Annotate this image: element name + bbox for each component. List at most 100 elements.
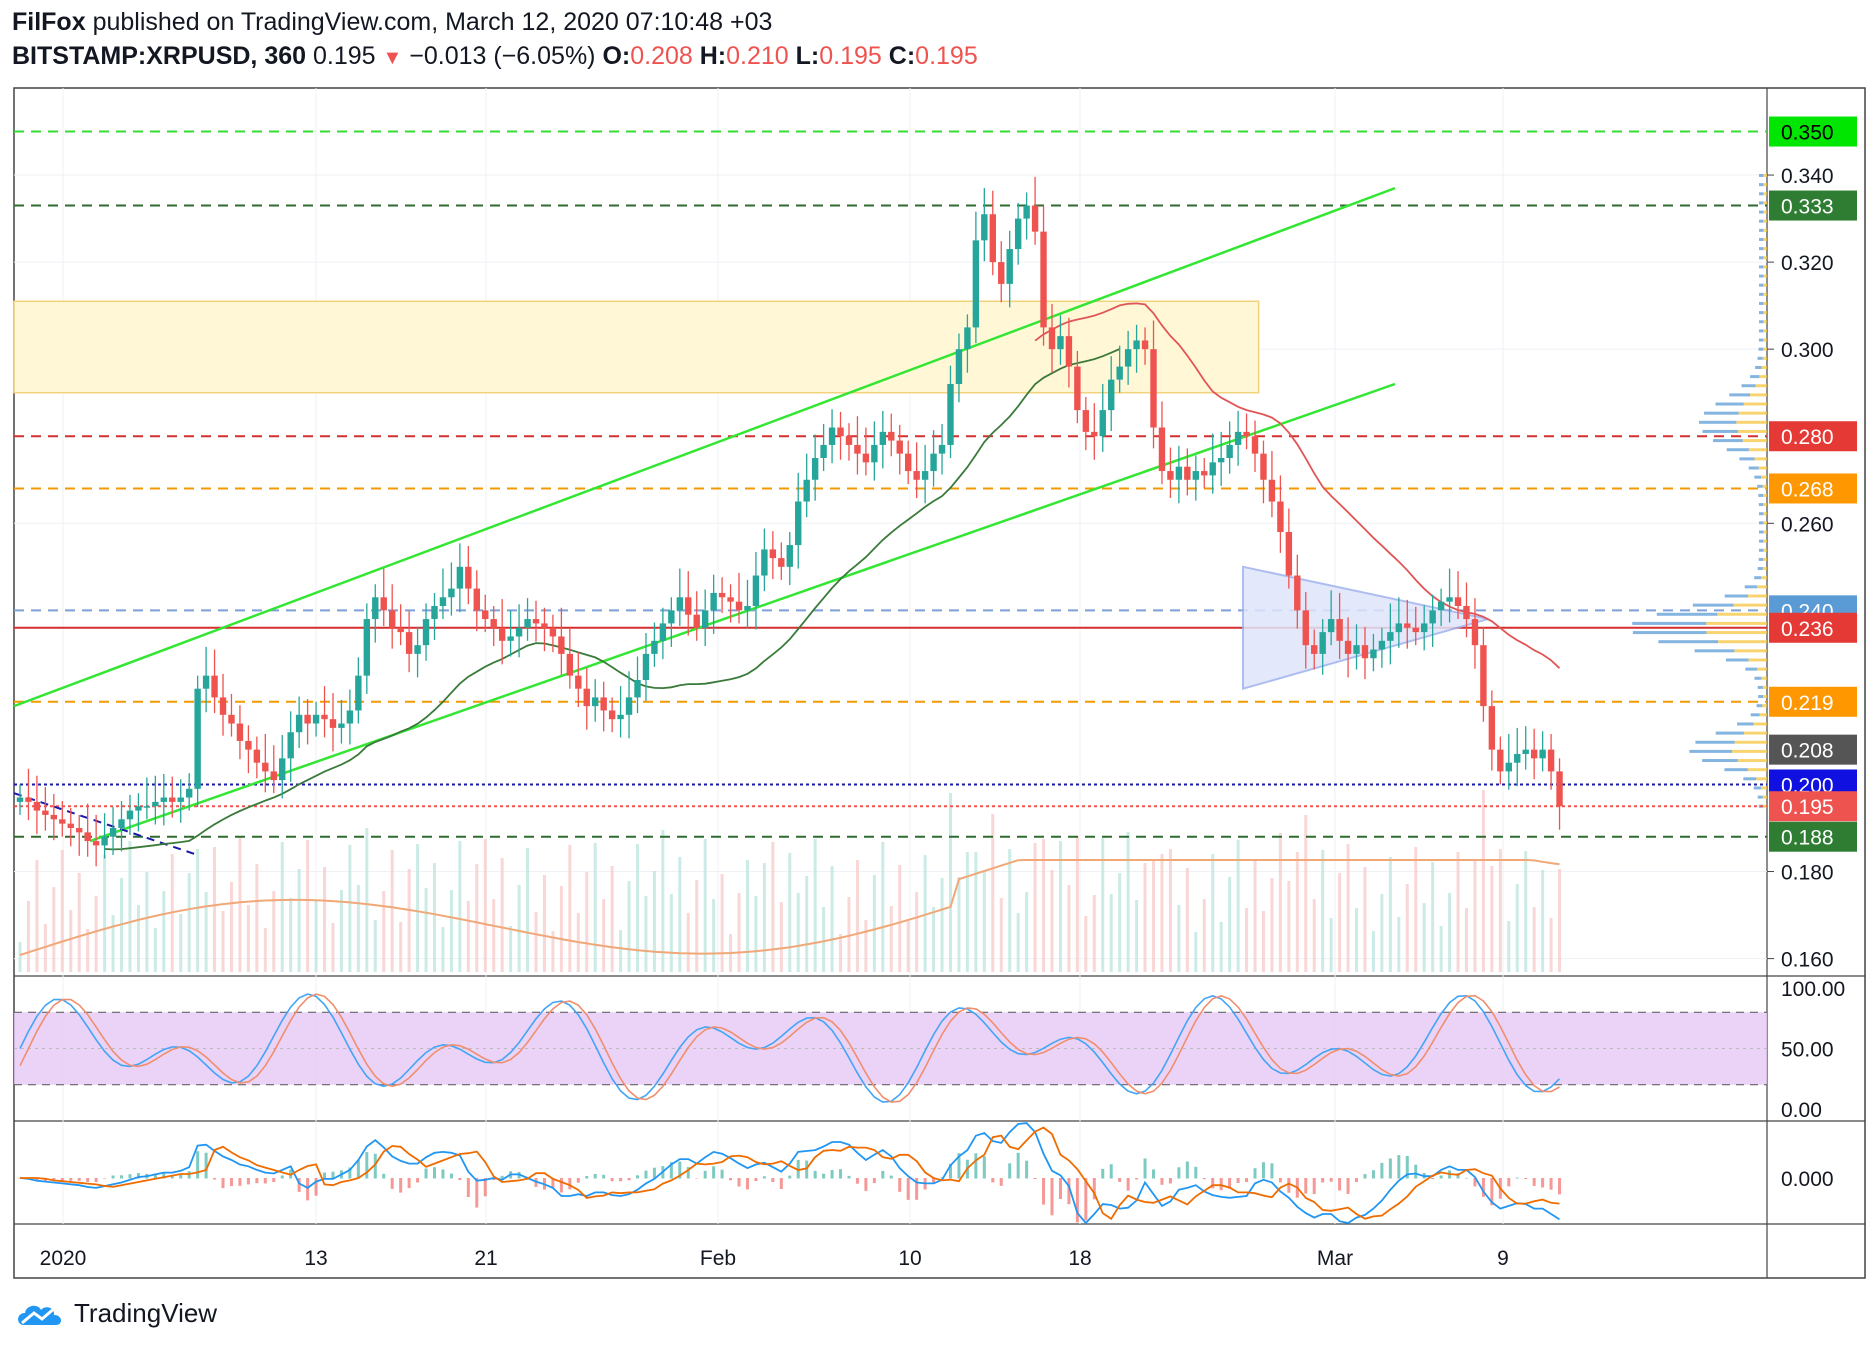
macd-histogram-bar	[1160, 1178, 1164, 1185]
candle-body	[769, 549, 777, 559]
candle-body	[693, 614, 700, 628]
candle-body	[25, 797, 32, 802]
volume-profile-bar	[1758, 530, 1764, 534]
macd-histogram-bar	[1388, 1158, 1392, 1179]
macd-histogram-bar	[323, 1172, 327, 1179]
macd-histogram-bar	[1143, 1158, 1147, 1179]
macd-histogram-bar	[356, 1160, 360, 1179]
macd-histogram-bar	[864, 1178, 868, 1191]
volume-bar	[1168, 849, 1172, 972]
volume-profile-bar	[1715, 402, 1744, 406]
volume-bar	[542, 875, 546, 972]
candle-body	[803, 479, 810, 502]
macd-histogram-bar	[1329, 1178, 1333, 1182]
volume-bar	[1253, 859, 1257, 972]
volume-bar	[855, 860, 859, 972]
volume-profile-bar	[1758, 557, 1764, 561]
volume-bar	[872, 875, 876, 972]
volume-bar	[932, 907, 936, 972]
volume-profile-bar	[1758, 503, 1764, 507]
volume-bar	[306, 840, 310, 972]
volume-bar	[915, 892, 919, 972]
candle-body	[1319, 632, 1326, 654]
candle-body	[1378, 640, 1386, 650]
macd-histogram-bar	[1236, 1178, 1240, 1183]
volume-bar	[1414, 847, 1418, 972]
volume-bar	[1126, 832, 1130, 972]
volume-profile-bar	[1763, 512, 1767, 516]
candle-body	[524, 619, 531, 628]
macd-tick-label: 0.000	[1781, 1168, 1834, 1191]
macd-histogram-bar	[551, 1178, 555, 1188]
candle-body	[1014, 218, 1022, 250]
macd-histogram-bar	[847, 1175, 851, 1179]
volume-bar	[703, 839, 707, 972]
candle-body	[211, 675, 218, 698]
macd-histogram-bar	[407, 1178, 411, 1189]
stoch-tick-label: 50.00	[1781, 1039, 1834, 1062]
volume-bar	[136, 905, 140, 972]
volume-bar	[1532, 907, 1536, 972]
volume-bar	[1084, 916, 1088, 972]
candle-body	[532, 619, 540, 624]
candle-body	[583, 688, 590, 707]
price-label-tag	[1769, 116, 1857, 147]
candle-body	[287, 732, 294, 759]
time-tick-label: 2020	[40, 1247, 87, 1270]
volume-profile-bar	[1757, 685, 1763, 689]
volume-profile-bar	[1759, 265, 1764, 269]
price-label-text: 0.350	[1781, 122, 1834, 145]
volume-bar	[1490, 866, 1494, 972]
volume-profile-bar	[1763, 548, 1767, 552]
volume-bar	[407, 869, 411, 972]
footer-brand[interactable]: TradingView	[74, 1298, 218, 1328]
symbol-name[interactable]: BITSTAMP:XRPUSD, 360	[12, 42, 307, 70]
volume-profile-bar	[1733, 603, 1767, 607]
high-label: H:	[699, 42, 727, 70]
close-label: C:	[888, 42, 916, 70]
volume-bar	[382, 891, 386, 972]
candle-body	[642, 653, 650, 680]
candle-body	[473, 588, 480, 611]
volume-profile-bar	[1758, 548, 1764, 552]
volume-profile-bar	[1758, 301, 1764, 305]
candle-body	[998, 262, 1005, 284]
volume-profile-bar	[1763, 219, 1767, 223]
volume-bar	[881, 842, 885, 972]
volume-profile-bar	[1763, 530, 1767, 534]
macd-histogram-bar	[585, 1176, 589, 1179]
candle-body	[1387, 632, 1394, 641]
volume-profile-bar	[1762, 484, 1767, 488]
candle-body	[854, 444, 861, 454]
author-name[interactable]: FilFox	[12, 8, 86, 36]
volume-bar	[644, 896, 648, 972]
volume-bar	[754, 896, 758, 972]
volume-bar	[1033, 843, 1037, 972]
volume-profile-bar	[1748, 658, 1767, 662]
volume-profile-bar	[1742, 439, 1767, 443]
macd-histogram-bar	[1532, 1178, 1536, 1186]
macd-histogram-bar	[771, 1178, 775, 1183]
macd-histogram-bar	[1414, 1164, 1418, 1179]
macd-histogram-bar	[1464, 1177, 1468, 1179]
candle-body	[1361, 645, 1369, 659]
volume-bar	[1524, 851, 1528, 972]
macd-histogram-bar	[77, 1178, 81, 1181]
candle-body	[169, 797, 176, 802]
tradingview-cloud-icon[interactable]	[14, 1299, 66, 1329]
volume-bar	[1109, 894, 1113, 972]
macd-histogram-bar	[1321, 1178, 1325, 1183]
price-tick-label: 0.160	[1781, 949, 1834, 972]
macd-histogram-bar	[1177, 1167, 1181, 1179]
volume-bar	[1287, 881, 1291, 972]
candle-body	[498, 627, 506, 641]
volume-bar	[661, 830, 665, 972]
candle-body	[507, 636, 514, 641]
candle-body	[904, 453, 912, 472]
volume-bar	[889, 906, 893, 972]
macd-histogram-bar	[1008, 1163, 1012, 1179]
volume-moving-average	[19, 859, 1560, 956]
volume-profile-bar	[1763, 183, 1767, 187]
volume-bar	[77, 873, 81, 972]
